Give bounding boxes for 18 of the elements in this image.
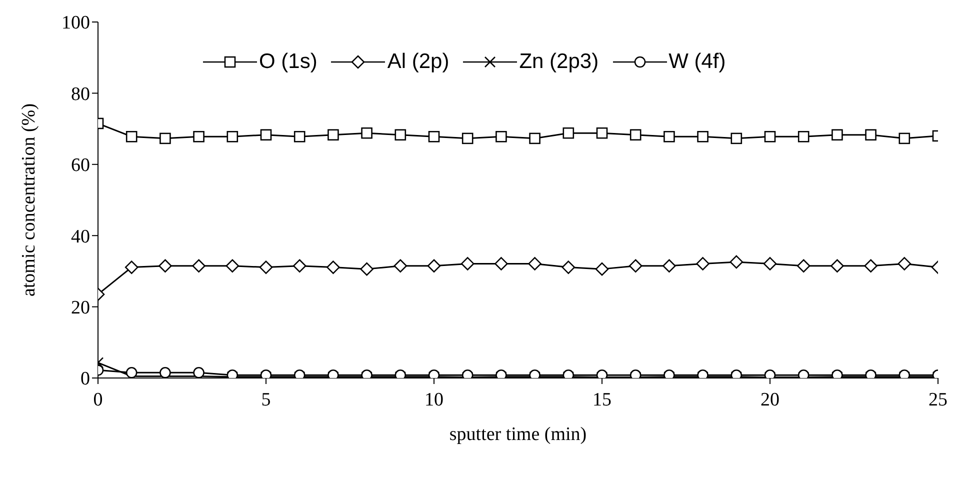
y-tick-label: 40: [71, 226, 90, 248]
legend-label: O (1s): [259, 50, 318, 74]
y-tick-label: 0: [80, 368, 90, 390]
x-axis-title: sputter time (min): [449, 424, 587, 445]
legend-label: Zn (2p3): [519, 50, 599, 74]
x-tick-label: 20: [760, 389, 780, 410]
y-tick-label: 20: [71, 298, 90, 319]
x-tick-label: 15: [592, 389, 612, 410]
x-tick-label: 10: [424, 389, 444, 410]
x-tick-label: 25: [928, 389, 948, 410]
y-tick-label: 100: [62, 12, 90, 34]
y-tick-label: 60: [71, 155, 90, 176]
x-tick-label: 5: [261, 389, 271, 410]
legend-label: Al (2p): [387, 50, 450, 74]
y-tick-label: 80: [71, 84, 90, 105]
y-axis-title: atomic concentration (%): [18, 103, 40, 297]
legend-label: W (4f): [668, 50, 726, 74]
x-tick-label: 0: [93, 389, 103, 410]
